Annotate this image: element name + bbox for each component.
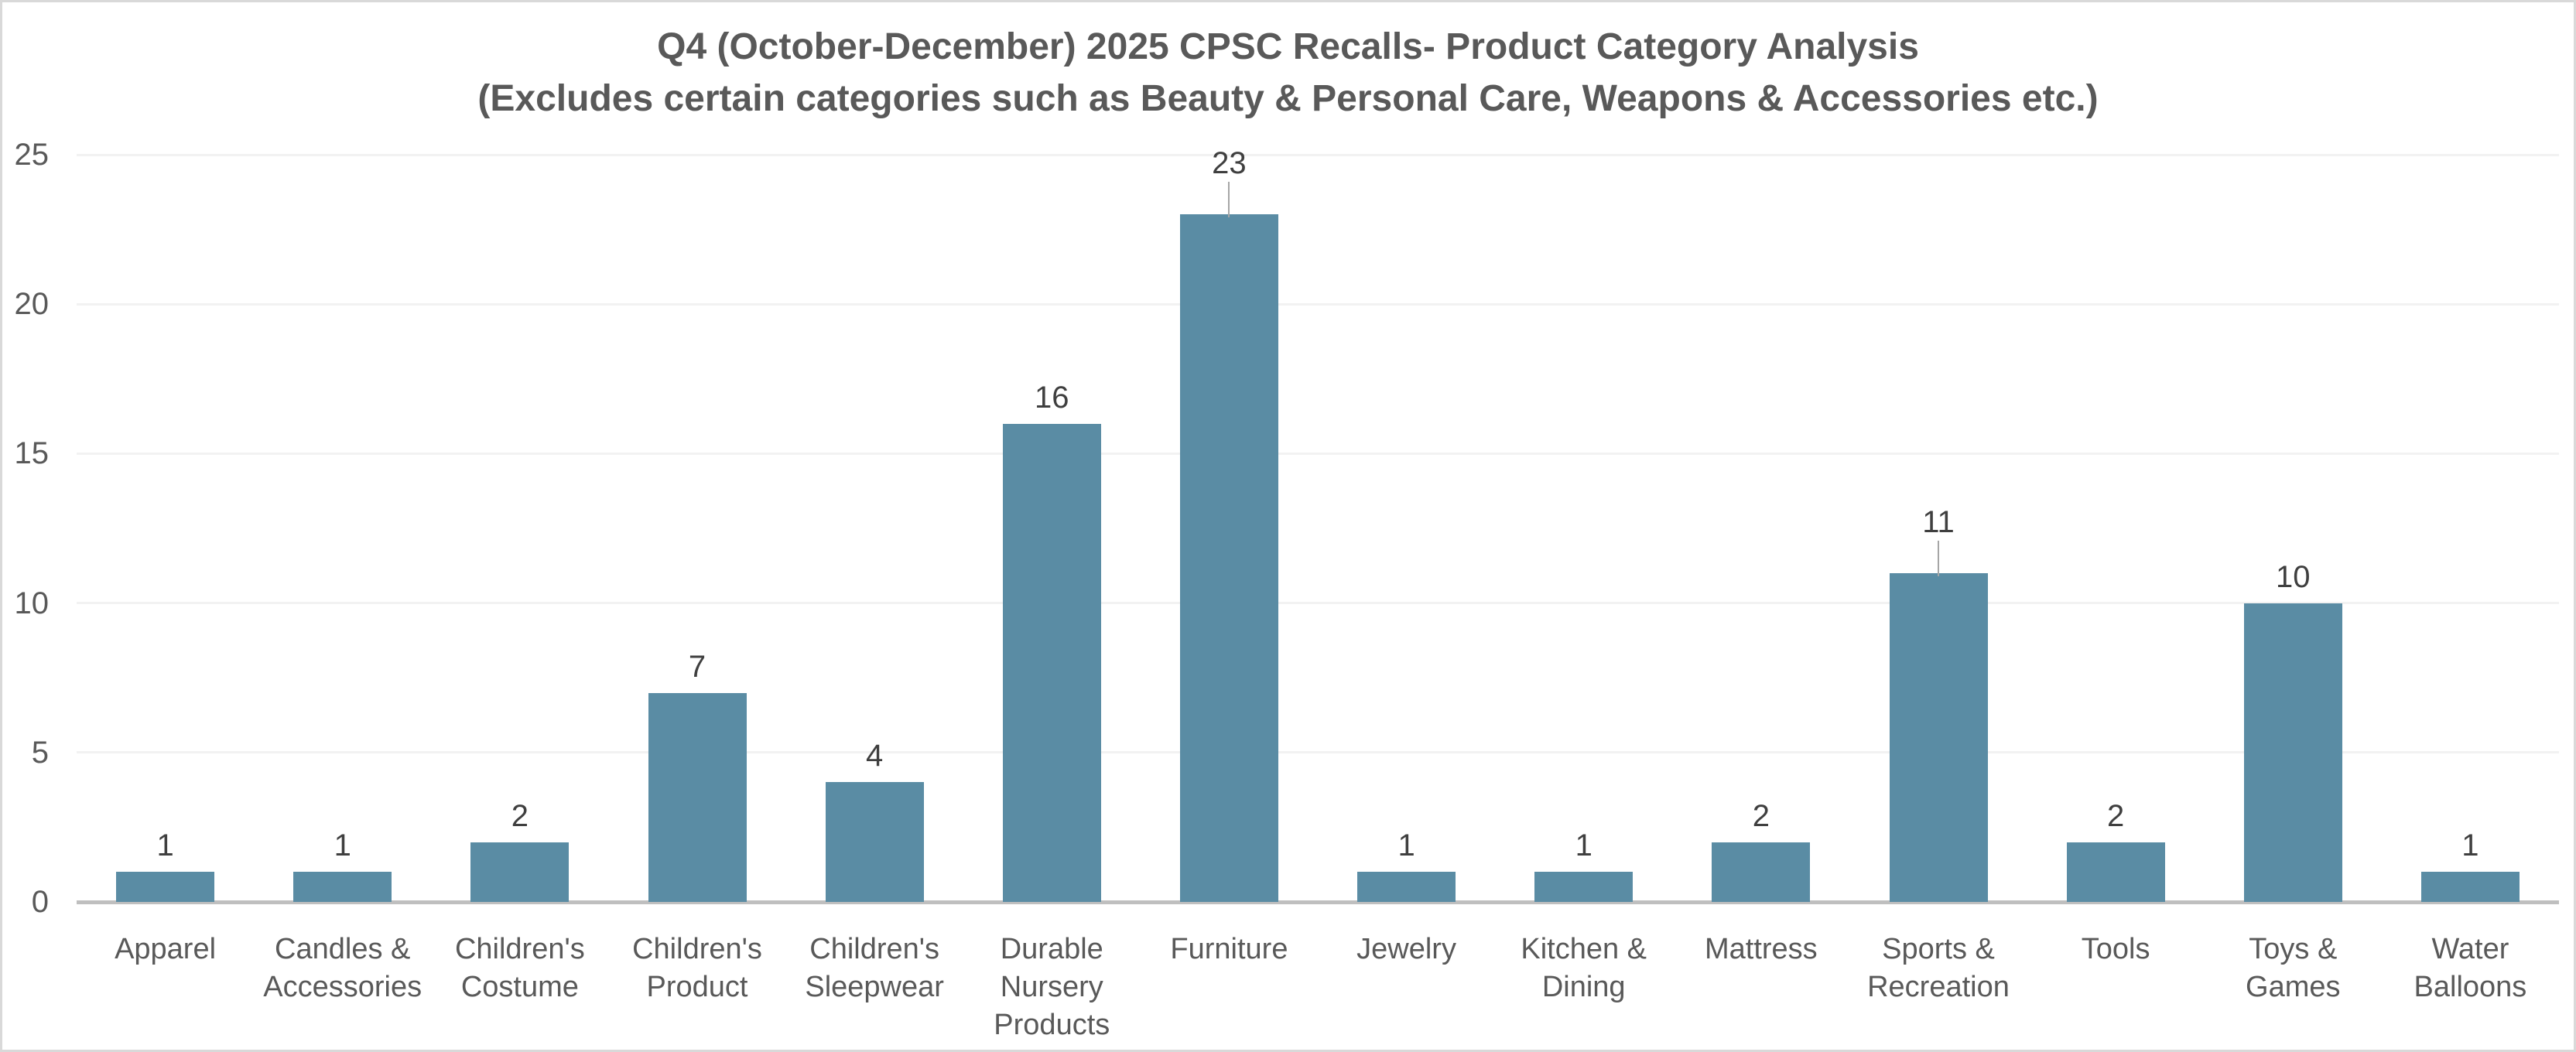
x-axis-category-label: Toys & Games (2246, 933, 2341, 1003)
bar-value-label: 7 (688, 649, 706, 684)
gridline (77, 751, 2559, 754)
x-axis-category-label: Children's Costume (454, 933, 585, 1003)
bar-value-label: 1 (2461, 828, 2479, 863)
bar-value-label: 23 (1212, 146, 1247, 181)
x-axis-category-label: Candles & Accessories (263, 933, 422, 1003)
bar[interactable] (116, 872, 215, 902)
y-axis-tick-label: 10 (14, 586, 50, 620)
y-axis-tick-label: 5 (31, 735, 49, 770)
bar-value-label: 1 (1397, 828, 1415, 863)
x-axis-category-label: Children's Product (632, 933, 762, 1003)
bar-value-label: 2 (511, 798, 529, 833)
x-axis-category-label: Kitchen & Dining (1521, 933, 1647, 1003)
bar-value-label: 11 (1922, 504, 1955, 539)
gridline (77, 153, 2559, 156)
leader-line (1228, 182, 1230, 218)
bar[interactable] (1357, 872, 1456, 902)
bar[interactable] (1002, 423, 1101, 902)
bar-value-label: 1 (334, 828, 351, 863)
y-axis-tick-label: 15 (14, 436, 50, 471)
bar-value-label: 2 (2107, 798, 2125, 833)
x-axis-category-label: Sports & Recreation (1867, 933, 2010, 1003)
x-axis-category-label: Mattress (1704, 933, 1818, 965)
leader-line (1938, 540, 1939, 576)
x-axis-category-label: Children's Sleepwear (805, 933, 944, 1003)
bar[interactable] (1179, 214, 1278, 902)
x-axis-category-label: Tools (2081, 933, 2150, 965)
bar-value-label: 1 (1575, 828, 1592, 863)
bar-value-label: 2 (1752, 798, 1770, 833)
x-axis-category-label: Water Balloons (2414, 933, 2527, 1003)
gridline (77, 302, 2559, 306)
bar-value-label: 4 (866, 739, 884, 774)
bar[interactable] (2066, 842, 2165, 902)
bar[interactable] (648, 692, 747, 902)
chart-title: Q4 (October-December) 2025 CPSC Recalls-… (657, 26, 1919, 67)
x-axis-category-label: Durable Nursery Products (994, 933, 1110, 1041)
bar[interactable] (2243, 603, 2342, 902)
y-axis-tick-label: 25 (14, 138, 50, 172)
chart-subtitle: (Excludes certain categories such as Bea… (477, 78, 2099, 119)
bar[interactable] (2420, 872, 2520, 902)
bar-value-label: 1 (156, 828, 174, 863)
x-axis-line (77, 900, 2559, 904)
bar[interactable] (470, 842, 570, 902)
y-axis-tick-label: 0 (31, 885, 49, 919)
y-axis-tick-label: 20 (14, 287, 50, 322)
bar[interactable] (1889, 572, 1988, 902)
bar[interactable] (1534, 872, 1634, 902)
chart-title-block: Q4 (October-December) 2025 CPSC Recalls-… (2, 21, 2574, 125)
gridline (77, 602, 2559, 605)
bar-value-label: 10 (2276, 559, 2311, 594)
bar[interactable] (825, 782, 924, 902)
bar-value-label: 16 (1035, 380, 1069, 415)
x-axis-category-label: Apparel (115, 933, 217, 965)
plot-area: 0 5 10 15 20 25 1 Apparel 1 Candles & Accessories… (15, 138, 2559, 1041)
gridline (77, 452, 2559, 455)
x-axis-category-label: Furniture (1170, 933, 1288, 965)
x-axis-category-label: Jewelry (1356, 933, 1456, 965)
bar[interactable] (293, 872, 392, 902)
bar[interactable] (1712, 842, 1811, 902)
